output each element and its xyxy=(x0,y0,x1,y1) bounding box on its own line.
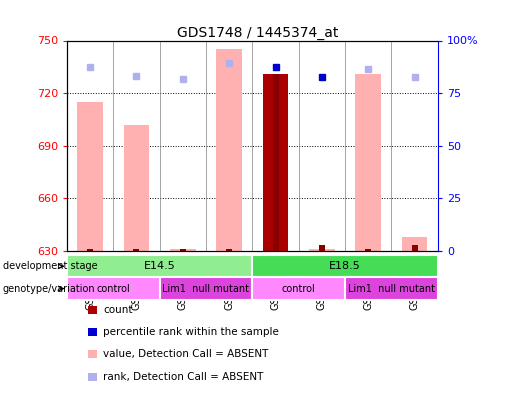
Bar xyxy=(124,125,149,251)
Bar xyxy=(263,74,288,251)
Bar xyxy=(355,74,381,251)
Bar xyxy=(402,237,427,251)
Text: development stage: development stage xyxy=(3,261,97,271)
Bar xyxy=(272,74,279,251)
Bar xyxy=(170,249,196,251)
Bar xyxy=(133,249,140,251)
Text: Lim1  null mutant: Lim1 null mutant xyxy=(163,284,249,294)
Bar xyxy=(309,249,335,251)
Text: E14.5: E14.5 xyxy=(144,261,176,271)
Bar xyxy=(87,249,93,251)
Text: control: control xyxy=(96,284,130,294)
Text: genotype/variation: genotype/variation xyxy=(3,284,95,294)
Bar xyxy=(365,249,371,251)
Text: E18.5: E18.5 xyxy=(329,261,361,271)
Text: count: count xyxy=(103,305,132,315)
Text: Lim1  null mutant: Lim1 null mutant xyxy=(348,284,435,294)
Text: control: control xyxy=(282,284,316,294)
Text: value, Detection Call = ABSENT: value, Detection Call = ABSENT xyxy=(103,350,268,359)
Bar xyxy=(180,249,186,251)
Text: rank, Detection Call = ABSENT: rank, Detection Call = ABSENT xyxy=(103,372,263,382)
Text: percentile rank within the sample: percentile rank within the sample xyxy=(103,327,279,337)
Bar xyxy=(319,245,325,251)
Bar xyxy=(226,249,232,251)
Bar xyxy=(77,102,103,251)
Text: GDS1748 / 1445374_at: GDS1748 / 1445374_at xyxy=(177,26,338,40)
Bar xyxy=(411,245,418,251)
Bar xyxy=(216,49,242,251)
